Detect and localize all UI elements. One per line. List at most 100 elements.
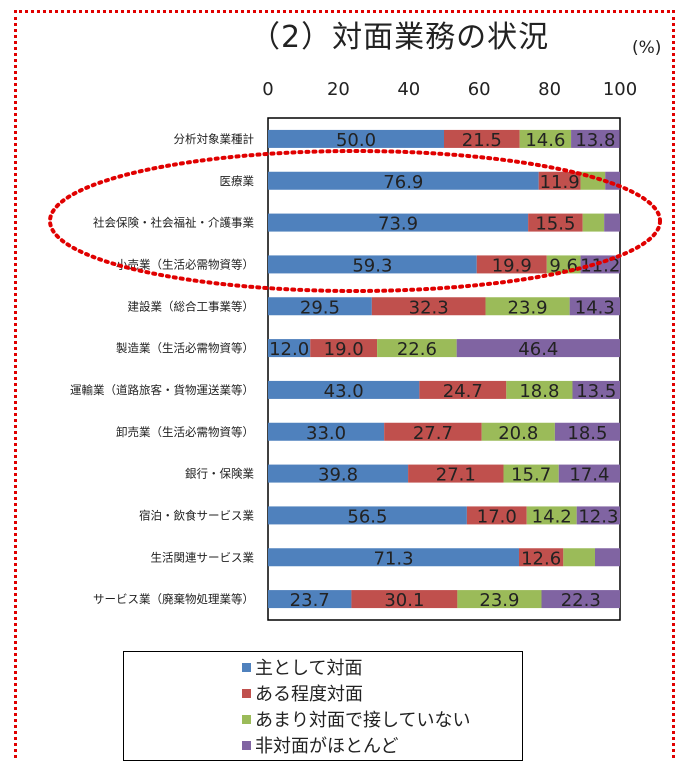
x-tick-label: 60	[468, 79, 491, 100]
legend-swatch	[242, 741, 251, 750]
x-tick-label: 80	[538, 79, 561, 100]
category-label: 生活関連サービス業	[151, 550, 255, 564]
data-label: 50.0	[336, 130, 376, 151]
bar-segment	[503, 464, 559, 483]
bar-segment	[268, 506, 467, 525]
legend-swatch	[242, 663, 251, 672]
legend-label: ある程度対面	[255, 684, 363, 705]
legend-swatch	[242, 715, 251, 724]
legend-item: 主として対面	[242, 654, 362, 680]
category-label: 製造業（生活必需物資等）	[116, 341, 254, 355]
category-label: 建設業（総合工事業等）	[128, 299, 255, 313]
bar-segment	[554, 422, 620, 441]
bar-segment	[268, 297, 372, 316]
data-label: 56.5	[347, 506, 387, 527]
data-label: 20.8	[498, 423, 538, 444]
data-label: 19.9	[492, 255, 532, 276]
bar-segment	[563, 548, 596, 567]
data-label: 11.9	[540, 172, 580, 193]
bar-segment	[558, 464, 620, 483]
category-label: 分析対象業種計	[174, 132, 255, 146]
bar-segment	[419, 380, 507, 399]
bar-segment	[519, 129, 572, 148]
bar-segment	[466, 506, 527, 525]
legend-label: 主として対面	[255, 658, 363, 679]
legend-item: 非対面がほとんど	[242, 732, 398, 758]
bar-segment	[268, 255, 477, 274]
bar-segment	[541, 590, 620, 609]
data-label: 14.3	[575, 297, 615, 318]
data-label: 14.2	[532, 506, 572, 527]
data-label: 12.6	[521, 548, 561, 569]
data-label: 27.1	[436, 465, 476, 486]
bar-segment	[576, 506, 620, 525]
bar-segment	[476, 255, 547, 274]
data-label: 27.7	[413, 423, 453, 444]
data-label: 15.7	[511, 465, 551, 486]
bar-segment	[528, 213, 583, 232]
bar-segment	[377, 339, 457, 358]
bar-segment	[268, 171, 539, 190]
x-tick-label: 20	[327, 79, 350, 100]
data-label: 12.3	[578, 506, 618, 527]
category-label: 卸売業（生活必需物資等）	[116, 425, 254, 439]
data-label: 22.3	[561, 590, 601, 611]
data-label: 43.0	[324, 381, 364, 402]
legend-item: ある程度対面	[242, 680, 363, 706]
bar-segment	[456, 339, 620, 358]
data-label: 30.1	[384, 590, 424, 611]
bar-segment	[268, 129, 444, 148]
bar-segment	[408, 464, 504, 483]
data-label: 23.9	[479, 590, 519, 611]
data-label: 12.0	[269, 339, 309, 360]
category-label: 社会保険・社会福祉・介護事業	[93, 216, 254, 230]
data-label: 23.7	[290, 590, 330, 611]
data-label: 33.0	[306, 423, 346, 444]
x-tick-label: 100	[603, 79, 637, 100]
bar-segment	[457, 590, 542, 609]
bar-segment	[351, 590, 458, 609]
category-label: 小売業（生活必需物資等）	[116, 257, 254, 271]
unit-label: (%)	[632, 38, 662, 58]
bar-segment	[268, 590, 352, 609]
category-label: 銀行・保険業	[185, 467, 254, 481]
legend: 主として対面 ある程度対面 あまり対面で接していない 非対面がほとんど	[123, 651, 523, 761]
data-label: 18.5	[567, 423, 607, 444]
data-label: 21.5	[462, 130, 502, 151]
x-tick-label: 0	[262, 79, 273, 100]
bar-segment	[268, 422, 385, 441]
bar-segment	[371, 297, 486, 316]
bar-segment	[572, 380, 620, 399]
bar-segment	[268, 339, 311, 358]
data-label: 17.4	[569, 465, 609, 486]
bar-segment	[268, 548, 519, 567]
bar-segment	[582, 213, 605, 232]
bar-segment	[384, 422, 482, 441]
bar-segment	[310, 339, 378, 358]
category-label: 医療業	[220, 174, 255, 188]
stacked-bar-chart: 0 20 40 60 80 100 分析対象業種計 50.0 21.5 14.6 13.8 医療業 76…	[48, 79, 662, 621]
x-tick-label: 40	[397, 79, 420, 100]
legend-label: あまり対面で接していない	[255, 710, 471, 731]
legend-item: あまり対面で接していない	[242, 706, 470, 732]
bar-segment	[268, 464, 409, 483]
category-label: 宿泊・飲食サービス業	[139, 508, 254, 522]
category-label: 運輸業（道路旅客・貨物運送業等）	[70, 383, 254, 397]
data-label: 59.3	[352, 255, 392, 276]
bar-segment	[538, 171, 581, 190]
chart-title: （2）対面業務の状況	[250, 20, 550, 55]
data-label: 19.0	[324, 339, 364, 360]
data-label: 22.6	[397, 339, 437, 360]
bar-segment	[526, 506, 577, 525]
bar-segment	[605, 171, 620, 190]
bar-segment	[571, 129, 620, 148]
legend-label: 非対面がほとんど	[255, 736, 399, 757]
dotted-frame	[14, 10, 675, 758]
legend-swatch	[242, 689, 251, 698]
data-label: 71.3	[373, 548, 413, 569]
bar-segment	[604, 213, 620, 232]
bar-segment	[444, 129, 520, 148]
category-label: サービス業（廃棄物処理業等）	[93, 592, 254, 606]
data-label: 76.9	[383, 172, 423, 193]
data-label: 29.5	[300, 297, 340, 318]
